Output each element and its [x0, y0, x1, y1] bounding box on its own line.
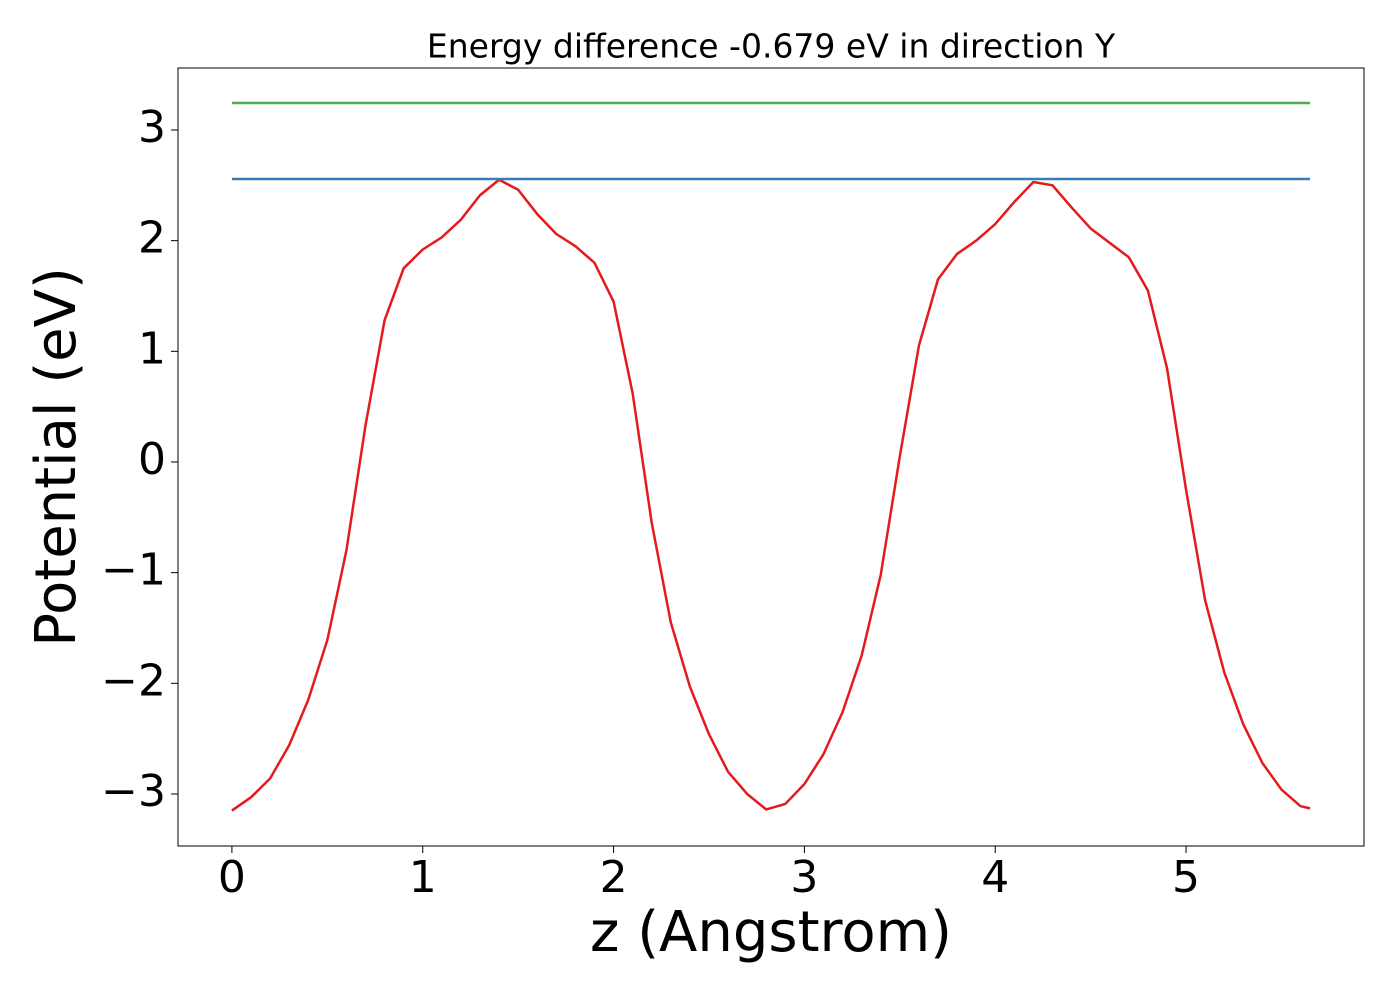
plot-frame — [177, 67, 1365, 847]
x-tick-label: 0 — [218, 852, 246, 903]
x-tick-label: 4 — [981, 852, 1009, 903]
y-tick-label: −1 — [101, 545, 166, 596]
chart-title: Energy difference -0.679 eV in direction… — [427, 27, 1116, 66]
x-axis-label: z (Angstrom) — [590, 900, 952, 965]
series-line — [231, 178, 1311, 812]
x-tick-label: 3 — [790, 852, 818, 903]
y-tick-label: 0 — [138, 434, 166, 485]
y-tick-label: 2 — [138, 213, 166, 264]
x-tick-label: 5 — [1172, 852, 1200, 903]
y-axis-label: Potential (eV) — [24, 267, 89, 647]
x-tick-label: 1 — [409, 852, 437, 903]
y-tick-label: 1 — [138, 323, 166, 374]
y-tick-label: −2 — [101, 655, 166, 706]
x-tick-label: 2 — [600, 852, 628, 903]
y-tick-label: −3 — [101, 766, 166, 817]
y-tick-label: 3 — [138, 102, 166, 153]
